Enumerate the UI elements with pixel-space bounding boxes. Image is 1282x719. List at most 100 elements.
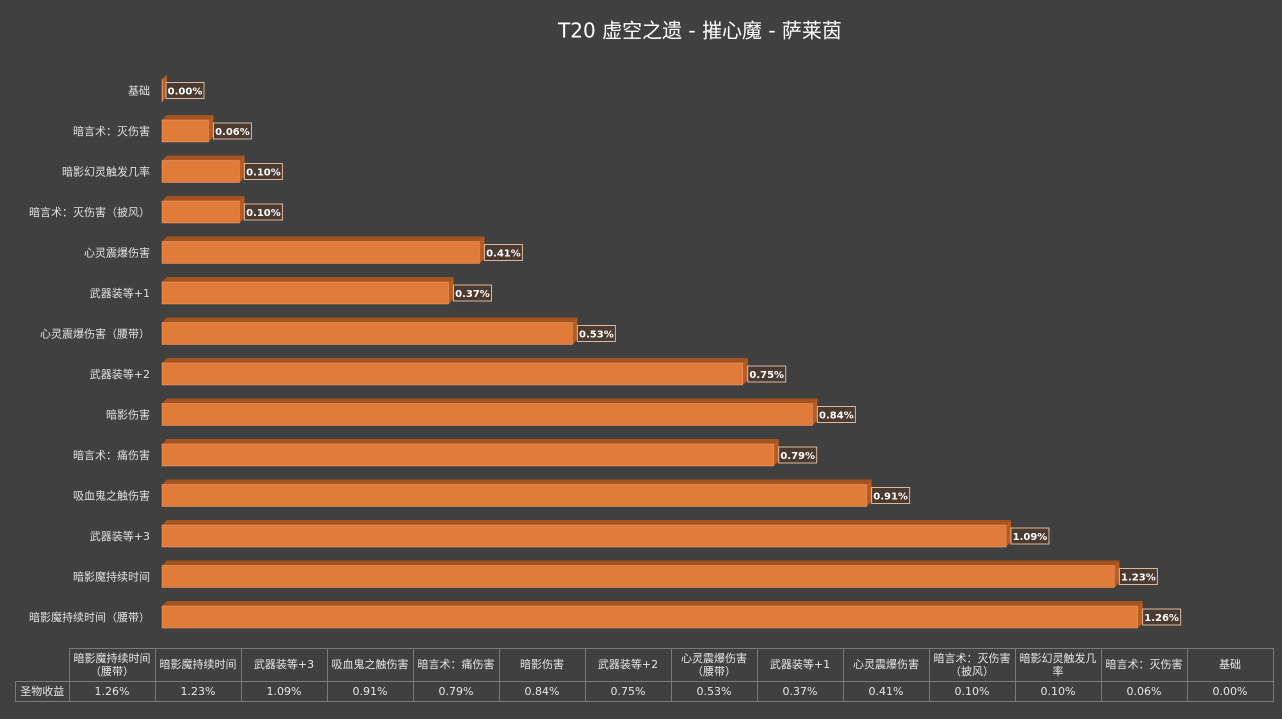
bar-top <box>162 155 245 161</box>
value-label: 0.53% <box>579 330 614 341</box>
bar-side <box>1005 520 1011 547</box>
y-tick-label: 暗影幻灵触发几率 <box>62 165 150 179</box>
table-header: 暗言术：痛伤害 <box>412 648 500 682</box>
value-label-box <box>452 284 492 302</box>
value-label: 1.26% <box>1144 613 1179 624</box>
table-header: 武器装等+2 <box>584 648 672 682</box>
y-tick-label: 吸血鬼之触伤害 <box>73 489 150 503</box>
bar <box>161 403 813 426</box>
series-name: 圣物收益 <box>15 680 70 702</box>
table-header: 暗言术：灭伤害（披风） <box>928 648 1016 682</box>
value-label-box <box>1142 608 1182 626</box>
bar-top <box>162 196 245 201</box>
y-tick-label: 暗影魔持续时间（腰带） <box>29 610 150 624</box>
bar-side <box>866 479 872 507</box>
value-label: 0.84% <box>819 411 854 422</box>
bar <box>161 119 209 143</box>
y-tick-label: 暗言术：灭伤害 <box>73 124 150 138</box>
bar <box>161 565 1115 588</box>
y-tick-label: 武器装等+2 <box>90 367 150 381</box>
y-tick-label: 暗言术：痛伤害 <box>73 448 150 462</box>
y-tick-label: 暗影伤害 <box>106 408 150 422</box>
bar-side <box>572 317 578 345</box>
bar <box>161 281 449 305</box>
bar-top <box>162 520 1011 525</box>
bar-top <box>162 439 779 444</box>
table-header-row: 暗影魔持续时间（腰带） 暗影魔持续时间 武器装等+3 吸血鬼之触伤害 暗言术：痛伤害 暗影… <box>15 648 1274 682</box>
bar <box>161 241 480 264</box>
value-label-box <box>778 446 818 464</box>
value-label-box <box>576 325 616 342</box>
bar-side <box>448 277 454 304</box>
value-label: 0.10% <box>246 208 281 219</box>
bar-top <box>162 317 578 323</box>
value-label: 0.37% <box>455 289 490 300</box>
value-label: 0.75% <box>749 370 784 381</box>
bar-top <box>162 479 872 485</box>
value-label-box <box>1010 527 1050 545</box>
bar <box>161 160 240 183</box>
table-value: 1.09% <box>240 680 328 702</box>
value-label: 0.00% <box>168 87 203 98</box>
table-value: 1.23% <box>154 680 242 702</box>
table-header: 武器装等+1 <box>756 648 844 682</box>
value-label: 0.79% <box>780 451 815 462</box>
table-corner <box>15 648 70 682</box>
table-value-row: 圣物收益 1.26% 1.23% 1.09% 0.91% 0.79% 0.84% 0.75% 0… <box>15 680 1274 702</box>
value-label: 1.23% <box>1121 573 1156 584</box>
y-tick-label: 心灵震爆伤害 <box>84 246 150 260</box>
value-label: 1.09% <box>1013 532 1048 543</box>
table-value: 0.84% <box>498 680 586 702</box>
bar-side <box>773 439 779 466</box>
value-label-box <box>165 82 205 99</box>
bar <box>161 443 774 467</box>
bar <box>161 484 867 507</box>
table-value: 0.06% <box>1100 680 1188 702</box>
chart-title: T20 虚空之遗 - 摧心魔 - 萨莱茵 <box>557 19 842 43</box>
y-tick-label: 武器装等+1 <box>90 286 150 300</box>
value-label-box <box>747 365 787 383</box>
table-header: 心灵震爆伤害 <box>842 648 930 682</box>
bar <box>161 79 163 102</box>
value-label-box <box>483 244 523 261</box>
value-label: 0.91% <box>873 492 908 503</box>
table-header: 暗影魔持续时间（腰带） <box>68 648 156 682</box>
value-label: 0.06% <box>215 127 250 138</box>
bar-side <box>742 358 748 385</box>
table-value: 0.91% <box>326 680 414 702</box>
bar-top <box>162 358 748 363</box>
table-header: 基础 <box>1186 648 1274 682</box>
table-header: 暗言术：灭伤害 <box>1100 648 1188 682</box>
bar-top <box>162 236 485 242</box>
table-value: 0.10% <box>928 680 1016 702</box>
table-header: 心灵震爆伤害（腰带） <box>670 648 758 682</box>
bar <box>161 200 240 224</box>
bar-top <box>162 560 1120 566</box>
value-label: 0.41% <box>486 249 521 260</box>
table-value: 0.00% <box>1186 680 1274 702</box>
table-header: 吸血鬼之触伤害 <box>326 648 414 682</box>
value-label-box <box>871 487 911 504</box>
value-label: 0.10% <box>246 168 281 179</box>
bar <box>161 524 1007 548</box>
y-tick-label: 基础 <box>128 85 150 98</box>
bar-side <box>1114 560 1120 588</box>
bar <box>161 362 743 386</box>
table-value: 0.37% <box>756 680 844 702</box>
value-label-box <box>816 406 856 423</box>
data-table: 暗影魔持续时间（腰带） 暗影魔持续时间 武器装等+3 吸血鬼之触伤害 暗言术：痛伤害 暗影… <box>15 648 1274 702</box>
table-header: 暗影幻灵触发几率 <box>1014 648 1102 682</box>
table-header: 暗影伤害 <box>498 648 586 682</box>
table-header: 暗影魔持续时间 <box>154 648 242 682</box>
bar-side <box>812 398 818 426</box>
table-value: 0.79% <box>412 680 500 702</box>
bar-side <box>208 115 214 142</box>
bar-top <box>162 398 818 404</box>
bar <box>161 605 1138 629</box>
table-header: 武器装等+3 <box>240 648 328 682</box>
bar-top <box>162 277 454 282</box>
value-label-box <box>243 163 283 180</box>
y-tick-label: 暗言术：灭伤害（披风） <box>29 205 150 219</box>
